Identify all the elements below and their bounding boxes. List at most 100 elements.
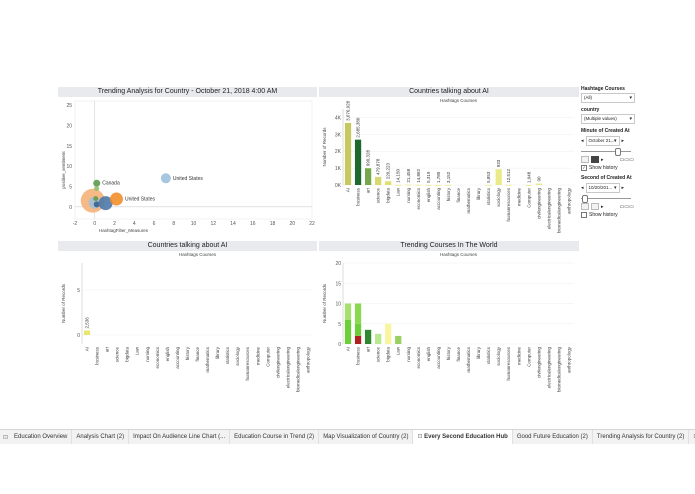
minute-playback-controls: ▸ ▭▭▭ <box>581 156 693 163</box>
tab-impact-on-audience[interactable]: Impact On Audience Line Chart (... <box>129 430 231 444</box>
second-slider[interactable] <box>581 195 631 203</box>
data-label: 2,685,380 <box>356 117 361 138</box>
x-tick-label: mathematics <box>205 346 210 372</box>
x-tick-label: Law <box>135 346 140 355</box>
x-tick-label: library <box>476 346 481 359</box>
data-label: 1,780 <box>436 171 441 183</box>
x-tick-label: business <box>356 346 361 365</box>
point-label: United States <box>173 176 204 182</box>
minute-filter-label: Minute of Created At <box>581 128 630 134</box>
x-tick-label: electricalengineering <box>546 188 551 230</box>
bar <box>495 169 502 185</box>
tab-s[interactable]: ⊡ S <box>689 430 695 444</box>
x-tick-label: art <box>105 346 110 352</box>
hashtag-filter-label: Hashtage Courses <box>581 86 625 92</box>
bar <box>505 184 512 186</box>
scatter-point <box>93 179 101 187</box>
x-tick-label: 14 <box>230 221 236 227</box>
y-tick-label: 1K <box>335 166 342 172</box>
bar-chart-bottom-right: Hashtags Courses Number of Records 0 5 10 15 2… <box>322 252 574 392</box>
scatter-panel: Trending Analysis for Country - October … <box>58 87 317 235</box>
bar-chart-top: Hashtags Courses Number of Records 0K 1K 2K 3… <box>322 98 574 233</box>
x-tick-label: finance <box>456 347 461 362</box>
speed-icon[interactable]: ▭▭▭ <box>619 203 634 210</box>
x-tick-label: anthropology <box>305 346 310 373</box>
next-arrow-icon[interactable]: ▸ <box>621 185 625 191</box>
data-label: 5,853 <box>486 171 491 183</box>
x-tick-label: bigdata <box>386 347 391 362</box>
data-label: 14,150 <box>396 169 401 183</box>
bar-segment <box>364 329 372 344</box>
bar <box>354 139 362 185</box>
x-tick-label: nursing <box>406 188 411 203</box>
tab-map-visualization[interactable]: Map Visualization of Country (2) <box>319 430 414 444</box>
tab-good-future-education[interactable]: Good Future Education (2) <box>513 430 593 444</box>
next-arrow-icon[interactable]: ▸ <box>621 138 625 144</box>
country-filter-dropdown[interactable]: (Multiple values) ▾ <box>581 114 635 124</box>
tab-education-overview[interactable]: Education Overview <box>10 430 73 444</box>
chevron-down-icon: ▾ <box>629 116 632 122</box>
hashtag-filter-dropdown[interactable]: (All) ▾ <box>581 93 635 103</box>
second-filter-dropdown[interactable]: 10/20/201... ▾ <box>585 183 620 193</box>
first-icon[interactable] <box>581 156 589 163</box>
x-tick-label: statistics <box>486 187 491 205</box>
first-icon[interactable] <box>581 203 589 210</box>
y-tick-label: 20 <box>335 261 341 267</box>
tab-analysis-chart[interactable]: Analysis Chart (2) <box>72 430 130 444</box>
stop-icon[interactable] <box>591 203 599 210</box>
chart-subtitle: Hashtags Courses <box>179 252 217 257</box>
x-tick-label: sociology <box>496 187 501 207</box>
tab-trending-analysis[interactable]: Trending Analysis for Country (2) <box>593 430 690 444</box>
scatter-point <box>98 196 113 211</box>
x-tick-label: 22 <box>309 221 315 227</box>
x-tick-label: AI <box>346 347 351 351</box>
minute-slider[interactable] <box>581 148 631 156</box>
x-tick-label: science <box>376 347 381 363</box>
x-tick-label: electricalengineering <box>546 347 551 389</box>
x-tick-label: medicine <box>516 347 521 366</box>
x-tick-label: Computer <box>526 188 531 208</box>
slider-thumb[interactable] <box>615 148 621 156</box>
second-show-history[interactable]: Show history <box>581 212 693 218</box>
y-axis-label: positive_sentiment <box>61 151 66 189</box>
slider-thumb[interactable] <box>582 195 588 203</box>
x-tick-label: library <box>476 187 481 200</box>
x-tick-label: sociology <box>235 346 240 366</box>
play-icon[interactable]: ▸ <box>601 203 604 210</box>
country-filter-value: (Multiple values) <box>584 116 617 121</box>
x-tick-label: bigdata <box>386 188 391 203</box>
x-tick-label: finance <box>456 188 461 203</box>
chevron-down-icon: ▾ <box>614 138 617 144</box>
grid-icon: ⊡ <box>3 434 9 441</box>
x-tick-label: AI <box>85 347 90 351</box>
x-tick-label: humanresources <box>506 187 511 221</box>
point-label: Canada <box>102 181 120 187</box>
x-tick-label: biomedicalengineering <box>295 347 300 393</box>
x-tick-label: bigdata <box>125 347 130 362</box>
chevron-down-icon: ▾ <box>614 185 617 191</box>
tab-every-second-education-hub[interactable]: ⊡ Every Second Education Hub <box>413 430 513 444</box>
stop-icon[interactable] <box>591 156 599 163</box>
minute-show-history[interactable]: ✓ Show history <box>581 165 693 171</box>
bar-segment <box>354 323 362 336</box>
prev-arrow-icon[interactable]: ◂ <box>581 138 584 144</box>
x-tick-label: 0 <box>93 221 96 227</box>
data-label: 933 <box>496 159 501 167</box>
x-tick-label: 12 <box>210 221 216 227</box>
prev-arrow-icon[interactable]: ◂ <box>581 185 584 191</box>
x-tick-label: 6 <box>153 221 156 227</box>
speed-icon[interactable]: ▭▭▭ <box>619 156 634 163</box>
second-show-history-label: Show history <box>589 212 618 218</box>
y-tick-label: 0 <box>338 342 341 348</box>
bar <box>435 184 442 186</box>
bar <box>425 184 432 186</box>
minute-filter-dropdown[interactable]: October 21,... ▾ <box>585 136 620 146</box>
x-tick-label: electricalengineering <box>285 347 290 389</box>
y-tick-label: 5 <box>77 288 80 294</box>
checkbox-icon[interactable] <box>581 212 587 218</box>
bar <box>405 184 412 186</box>
x-tick-label: anthropology <box>566 187 571 214</box>
checkbox-icon[interactable]: ✓ <box>581 165 587 171</box>
tab-education-course-in-trend[interactable]: Education Course in Trend (2) <box>230 430 320 444</box>
play-icon[interactable]: ▸ <box>601 156 604 163</box>
